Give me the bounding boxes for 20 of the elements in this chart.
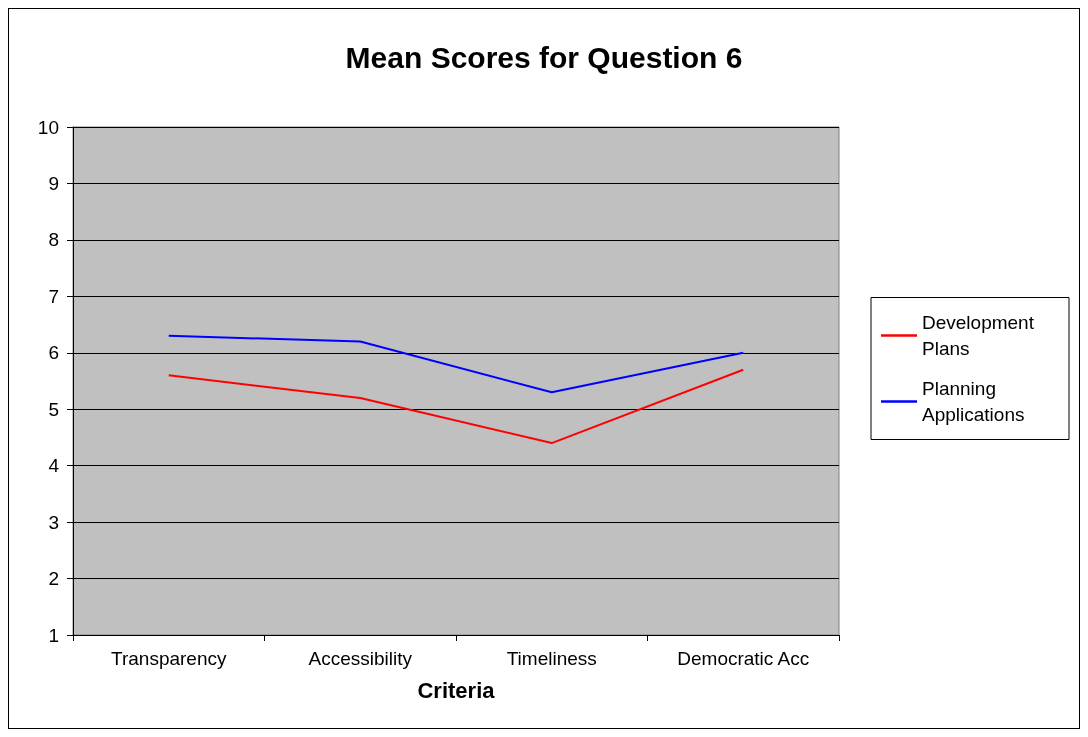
y-tick-label: 5 bbox=[48, 398, 59, 420]
line-series bbox=[167, 334, 745, 394]
x-axis-title: Criteria bbox=[417, 677, 496, 703]
chart-title: Mean Scores for Question 6 bbox=[345, 40, 743, 74]
legend-label: Development Plans bbox=[922, 312, 1040, 359]
line-series bbox=[167, 368, 745, 445]
legend-label: Planning Applications bbox=[922, 378, 1025, 425]
y-tick-label: 10 bbox=[37, 116, 59, 138]
x-tick-label: Transparency bbox=[111, 648, 227, 669]
x-tick-label: Timeliness bbox=[506, 648, 597, 669]
y-tick-label: 1 bbox=[48, 624, 59, 646]
x-tick-label: Accessibility bbox=[308, 648, 413, 669]
x-tick-label: Democratic Acc bbox=[677, 648, 810, 669]
y-tick-label: 6 bbox=[48, 342, 59, 364]
y-tick-label: 8 bbox=[48, 229, 59, 251]
y-tick-label: 2 bbox=[48, 568, 59, 590]
y-tick-label: 9 bbox=[48, 172, 59, 194]
y-tick-label: 7 bbox=[48, 285, 59, 307]
y-tick-label: 4 bbox=[48, 455, 60, 477]
y-tick-label: 3 bbox=[48, 511, 59, 533]
